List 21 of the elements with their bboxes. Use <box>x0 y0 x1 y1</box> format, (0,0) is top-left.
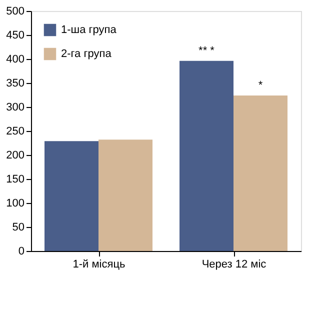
y-tick-label: 200 <box>6 150 24 162</box>
bar <box>44 141 98 251</box>
y-tick-label: 300 <box>6 102 24 114</box>
y-tick-label: 0 <box>18 246 24 258</box>
y-tick-label: 250 <box>6 126 24 138</box>
bar <box>98 140 152 251</box>
y-tick-label: 500 <box>6 6 24 18</box>
x-tick-label: Через 12 міс <box>202 258 267 270</box>
y-tick-label: 350 <box>6 78 24 90</box>
y-tick-label: 400 <box>6 54 24 66</box>
y-tick-label: 450 <box>6 30 24 42</box>
legend-label: 2-га група <box>61 48 112 60</box>
x-tick-label: 1-й місяць <box>72 258 126 270</box>
bar <box>180 60 234 251</box>
y-tick-label: 150 <box>6 174 24 186</box>
y-tick-label: 50 <box>12 222 24 234</box>
y-tick-label: 100 <box>6 198 24 210</box>
annotation: ** * <box>198 44 216 57</box>
annotation: * <box>258 79 264 92</box>
legend-label: 1-ша група <box>61 24 118 36</box>
bar <box>234 95 288 251</box>
